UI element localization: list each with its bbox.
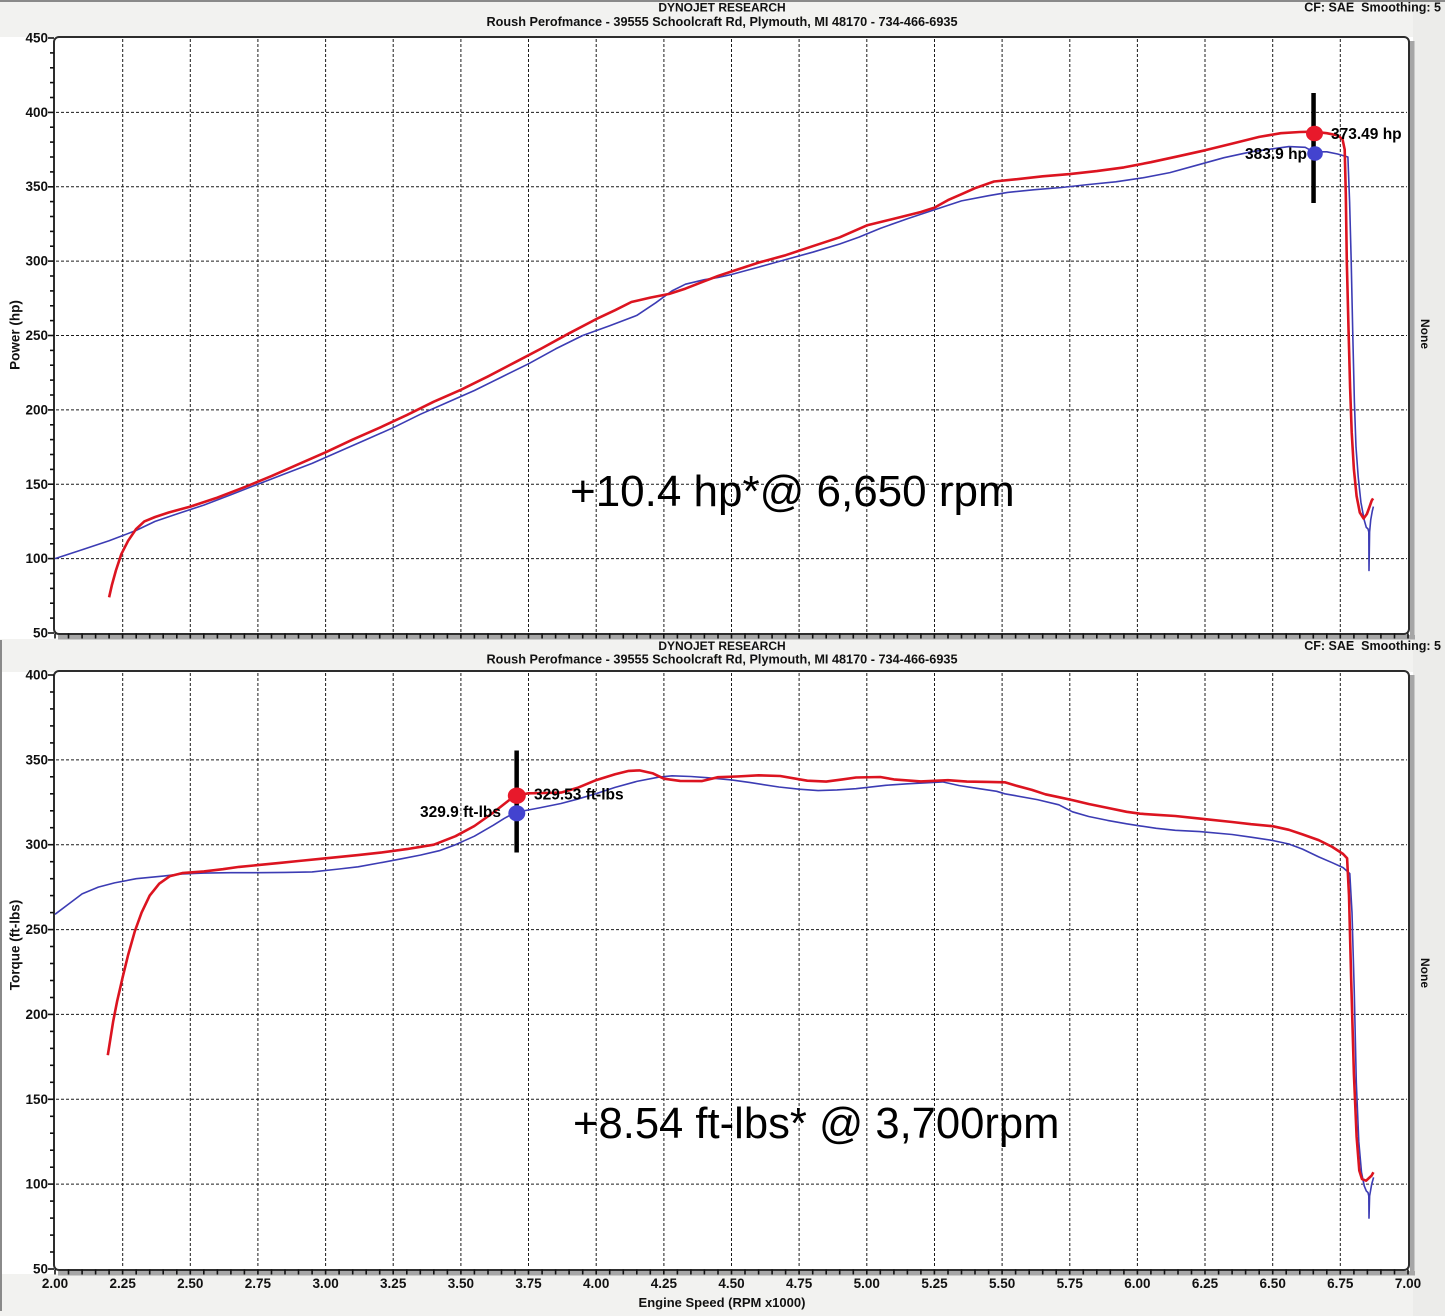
- svg-text:+8.54 ft-lbs* @ 3,700rpm: +8.54 ft-lbs* @ 3,700rpm: [573, 1100, 1060, 1148]
- svg-text:+10.4 hp*@ 6,650 rpm: +10.4 hp*@ 6,650 rpm: [570, 467, 1015, 516]
- svg-text:329.9 ft-lbs: 329.9 ft-lbs: [420, 804, 501, 821]
- svg-text:50: 50: [33, 626, 48, 641]
- svg-text:450: 450: [25, 31, 48, 46]
- svg-text:3.50: 3.50: [448, 1276, 474, 1291]
- svg-text:3.25: 3.25: [380, 1276, 407, 1291]
- svg-text:DYNOJET RESEARCH: DYNOJET RESEARCH: [658, 1, 785, 15]
- svg-text:329.53 ft-lbs: 329.53 ft-lbs: [534, 787, 624, 804]
- svg-text:6.50: 6.50: [1260, 1276, 1286, 1291]
- svg-text:383.9 hp: 383.9 hp: [1245, 146, 1307, 163]
- svg-text:Roush Perofmance - 39555 Schoo: Roush Perofmance - 39555 Schoolcraft Rd,…: [486, 653, 957, 667]
- svg-text:3.75: 3.75: [515, 1276, 542, 1291]
- svg-text:2.50: 2.50: [177, 1276, 203, 1291]
- svg-text:5.75: 5.75: [1057, 1276, 1084, 1291]
- svg-text:CF: SAE Smoothing: 5: CF: SAE Smoothing: 5: [1304, 639, 1441, 653]
- svg-text:5.25: 5.25: [921, 1276, 948, 1291]
- svg-text:6.75: 6.75: [1327, 1276, 1354, 1291]
- svg-text:DYNOJET RESEARCH: DYNOJET RESEARCH: [658, 639, 785, 653]
- svg-text:50: 50: [33, 1262, 48, 1277]
- svg-text:5.00: 5.00: [854, 1276, 880, 1291]
- svg-text:None: None: [1418, 319, 1432, 349]
- svg-text:100: 100: [25, 551, 48, 566]
- svg-text:300: 300: [25, 837, 48, 852]
- svg-text:7.00: 7.00: [1395, 1276, 1421, 1291]
- svg-text:200: 200: [25, 402, 48, 417]
- svg-text:400: 400: [25, 668, 48, 683]
- svg-text:3.00: 3.00: [312, 1276, 338, 1291]
- svg-text:Engine Speed (RPM x1000): Engine Speed (RPM x1000): [639, 1295, 806, 1310]
- svg-text:2.00: 2.00: [42, 1276, 68, 1291]
- svg-text:2.25: 2.25: [110, 1276, 137, 1291]
- svg-text:4.25: 4.25: [651, 1276, 678, 1291]
- svg-text:250: 250: [25, 328, 48, 343]
- svg-text:CF: SAE Smoothing: 5: CF: SAE Smoothing: 5: [1304, 1, 1441, 15]
- svg-text:300: 300: [25, 254, 48, 269]
- svg-text:350: 350: [25, 752, 48, 767]
- svg-text:400: 400: [25, 105, 48, 120]
- svg-text:6.25: 6.25: [1192, 1276, 1219, 1291]
- svg-text:Roush Perofmance - 39555 Schoo: Roush Perofmance - 39555 Schoolcraft Rd,…: [486, 15, 957, 29]
- svg-text:4.00: 4.00: [583, 1276, 609, 1291]
- svg-text:2.75: 2.75: [245, 1276, 272, 1291]
- svg-text:100: 100: [25, 1177, 48, 1192]
- svg-text:150: 150: [25, 1092, 48, 1107]
- svg-text:4.50: 4.50: [718, 1276, 744, 1291]
- svg-text:250: 250: [25, 922, 48, 937]
- svg-text:6.00: 6.00: [1124, 1276, 1150, 1291]
- svg-text:4.75: 4.75: [786, 1276, 813, 1291]
- svg-text:200: 200: [25, 1007, 48, 1022]
- svg-text:150: 150: [25, 477, 48, 492]
- svg-text:350: 350: [25, 179, 48, 194]
- svg-text:5.50: 5.50: [989, 1276, 1015, 1291]
- svg-text:373.49 hp: 373.49 hp: [1331, 126, 1402, 143]
- svg-text:Torque (ft-lbs): Torque (ft-lbs): [8, 900, 23, 990]
- svg-text:Power (hp): Power (hp): [8, 300, 23, 370]
- svg-text:None: None: [1418, 958, 1432, 988]
